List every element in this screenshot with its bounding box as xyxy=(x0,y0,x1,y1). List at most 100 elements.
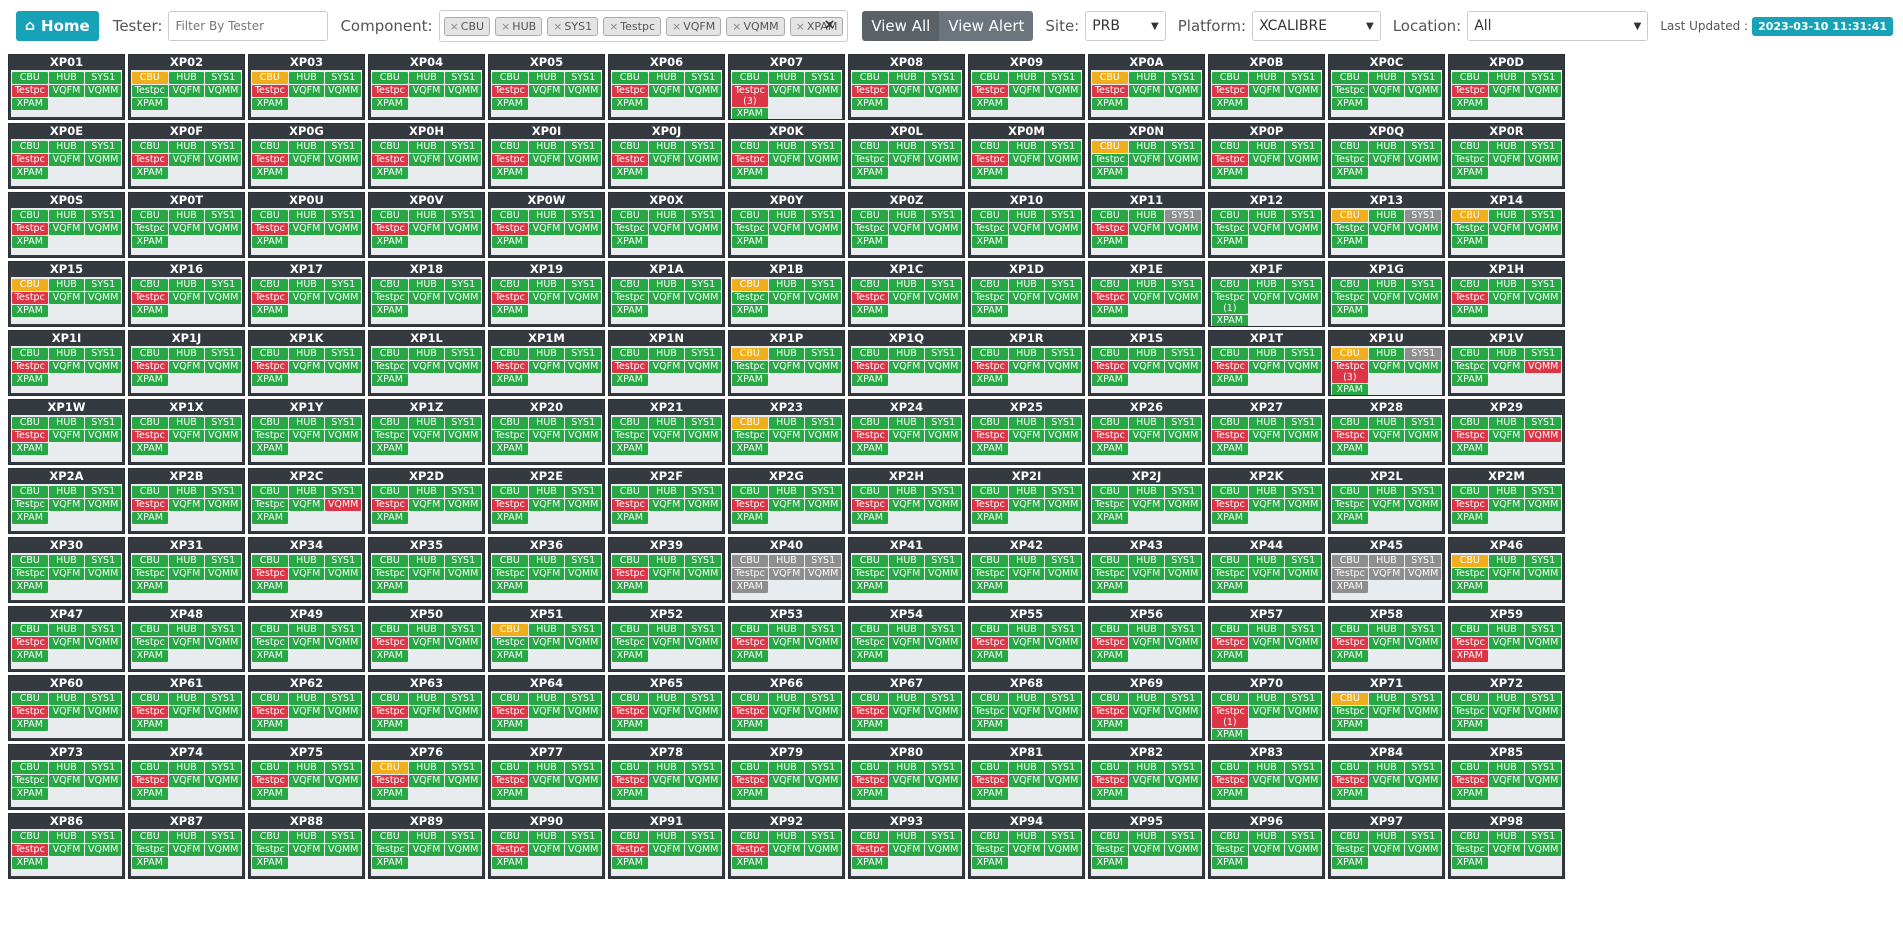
component-chip-vqfm[interactable]: VQFM xyxy=(288,844,325,856)
component-chip-testpc[interactable]: Testpc xyxy=(492,637,528,649)
component-chip-cbu[interactable]: CBU xyxy=(1092,348,1128,360)
component-chip-testpc[interactable]: Testpc xyxy=(972,223,1008,235)
component-chip-vqmm[interactable]: VQMM xyxy=(925,223,961,235)
component-chip-xpam[interactable]: XPAM xyxy=(732,236,768,248)
component-chip-hub[interactable]: HUB xyxy=(1008,72,1045,84)
component-chip-sys1[interactable]: SYS1 xyxy=(925,417,961,429)
component-chip-sys1[interactable]: SYS1 xyxy=(205,486,241,498)
component-chip-hub[interactable]: HUB xyxy=(408,279,445,291)
component-multiselect[interactable]: × CBU × HUB × SYS1 × Testpc × VQFM × VQMM × XPA… xyxy=(438,10,849,42)
component-chip-xpam[interactable]: XPAM xyxy=(732,512,768,524)
tester-card[interactable]: XP18 CBU HUB SYS1 Testpc VQFM VQMM XPAM xyxy=(368,261,485,327)
clear-all-icon[interactable]: × xyxy=(823,17,836,33)
component-chip-cbu[interactable]: CBU xyxy=(12,348,48,360)
component-chip-xpam[interactable]: XPAM xyxy=(852,305,888,317)
component-chip-vqmm[interactable]: VQMM xyxy=(205,292,241,304)
component-chip-hub[interactable]: HUB xyxy=(1128,348,1165,360)
component-chip-vqfm[interactable]: VQFM xyxy=(1248,361,1285,373)
component-chip-testpc[interactable]: Testpc xyxy=(1212,499,1248,511)
view-all-button[interactable]: View All xyxy=(862,11,940,41)
component-chip-vqmm[interactable]: VQMM xyxy=(1045,706,1081,718)
component-chip-testpc[interactable]: Testpc xyxy=(852,568,888,580)
component-chip-cbu[interactable]: CBU xyxy=(132,486,168,498)
component-chip-testpc[interactable]: Testpc xyxy=(732,154,768,166)
component-chip-vqmm[interactable]: VQMM xyxy=(805,85,841,97)
component-chip-vqmm[interactable]: VQMM xyxy=(1165,706,1201,718)
component-chip-xpam[interactable]: XPAM xyxy=(1332,384,1368,395)
component-chip-sys1[interactable]: SYS1 xyxy=(445,693,481,705)
component-chip-hub[interactable]: HUB xyxy=(48,831,85,843)
component-chip-testpc[interactable]: Testpc xyxy=(492,361,528,373)
component-chip-testpc[interactable]: Testpc xyxy=(1452,430,1488,442)
component-chip-sys1[interactable]: SYS1 xyxy=(1285,624,1321,636)
component-chip-hub[interactable]: HUB xyxy=(1128,486,1165,498)
component-chip-xpam[interactable]: XPAM xyxy=(1452,650,1488,662)
component-chip-testpc[interactable]: Testpc (3) xyxy=(1332,361,1368,383)
component-chip-cbu[interactable]: CBU xyxy=(1452,555,1488,567)
component-chip-sys1[interactable]: SYS1 xyxy=(1525,141,1561,153)
component-chip-xpam[interactable]: XPAM xyxy=(1092,581,1128,593)
component-chip-cbu[interactable]: CBU xyxy=(372,831,408,843)
component-chip-xpam[interactable]: XPAM xyxy=(252,305,288,317)
component-chip-vqfm[interactable]: VQFM xyxy=(1008,775,1045,787)
component-chip-vqmm[interactable]: VQMM xyxy=(565,844,601,856)
component-chip-sys1[interactable]: SYS1 xyxy=(85,486,121,498)
component-chip-sys1[interactable]: SYS1 xyxy=(685,693,721,705)
component-chip-vqmm[interactable]: VQMM xyxy=(325,775,361,787)
component-chip-vqmm[interactable]: VQMM xyxy=(325,154,361,166)
component-chip-vqmm[interactable]: VQMM xyxy=(1405,154,1441,166)
component-chip-vqfm[interactable]: VQFM xyxy=(48,706,85,718)
component-chip-testpc[interactable]: Testpc xyxy=(12,292,48,304)
component-chip-vqfm[interactable]: VQFM xyxy=(1368,292,1405,304)
component-chip-sys1[interactable]: SYS1 xyxy=(85,279,121,291)
component-chip-cbu[interactable]: CBU xyxy=(1212,72,1248,84)
tester-card[interactable]: XP2E CBU HUB SYS1 Testpc VQFM VQMM XPAM xyxy=(488,468,605,534)
component-chip-xpam[interactable]: XPAM xyxy=(1452,374,1488,386)
tester-card[interactable]: XP70 CBU HUB SYS1 Testpc (1) VQFM VQMM XPAM xyxy=(1208,675,1325,741)
tester-card[interactable]: XP28 CBU HUB SYS1 Testpc VQFM VQMM XPAM xyxy=(1328,399,1445,465)
component-chip-hub[interactable]: HUB xyxy=(288,279,325,291)
component-chip-sys1[interactable]: SYS1 xyxy=(1525,279,1561,291)
component-chip-xpam[interactable]: XPAM xyxy=(852,236,888,248)
tester-card[interactable]: XP56 CBU HUB SYS1 Testpc VQFM VQMM XPAM xyxy=(1088,606,1205,672)
component-chip-testpc[interactable]: Testpc xyxy=(1092,637,1128,649)
component-chip-vqmm[interactable]: VQMM xyxy=(1045,430,1081,442)
component-chip-testpc[interactable]: Testpc xyxy=(1332,568,1368,580)
tester-card[interactable]: XP1H CBU HUB SYS1 Testpc VQFM VQMM XPAM xyxy=(1448,261,1565,327)
component-chip-hub[interactable]: HUB xyxy=(48,72,85,84)
component-chip-vqfm[interactable]: VQFM xyxy=(1128,292,1165,304)
component-chip-cbu[interactable]: CBU xyxy=(132,210,168,222)
component-chip-hub[interactable]: HUB xyxy=(168,141,205,153)
component-chip-vqmm[interactable]: VQMM xyxy=(205,706,241,718)
component-chip-cbu[interactable]: CBU xyxy=(1332,762,1368,774)
component-chip-vqfm[interactable]: VQFM xyxy=(1248,223,1285,235)
component-chip-cbu[interactable]: CBU xyxy=(492,72,528,84)
tester-card[interactable]: XP79 CBU HUB SYS1 Testpc VQFM VQMM XPAM xyxy=(728,744,845,810)
component-chip-vqmm[interactable]: VQMM xyxy=(1405,706,1441,718)
component-chip-hub[interactable]: HUB xyxy=(1368,693,1405,705)
component-chip-cbu[interactable]: CBU xyxy=(852,693,888,705)
component-chip-cbu[interactable]: CBU xyxy=(372,486,408,498)
component-chip-cbu[interactable]: CBU xyxy=(1332,693,1368,705)
component-chip-xpam[interactable]: XPAM xyxy=(1092,305,1128,317)
component-chip-hub[interactable]: HUB xyxy=(288,72,325,84)
component-chip-vqmm[interactable]: VQMM xyxy=(205,775,241,787)
component-chip-cbu[interactable]: CBU xyxy=(1092,210,1128,222)
component-chip-sys1[interactable]: SYS1 xyxy=(1045,762,1081,774)
component-chip-vqmm[interactable]: VQMM xyxy=(85,706,121,718)
component-chip-hub[interactable]: HUB xyxy=(528,210,565,222)
component-chip-vqfm[interactable]: VQFM xyxy=(48,568,85,580)
component-chip-testpc[interactable]: Testpc xyxy=(612,361,648,373)
component-chip-vqmm[interactable]: VQMM xyxy=(205,361,241,373)
component-chip-vqmm[interactable]: VQMM xyxy=(1165,637,1201,649)
tester-card[interactable]: XP0I CBU HUB SYS1 Testpc VQFM VQMM XPAM xyxy=(488,123,605,189)
component-chip-cbu[interactable]: CBU xyxy=(1332,417,1368,429)
component-tag[interactable]: × XPAM xyxy=(789,16,844,36)
component-chip-cbu[interactable]: CBU xyxy=(1452,486,1488,498)
component-chip-testpc[interactable]: Testpc xyxy=(372,361,408,373)
component-tag[interactable]: × CBU xyxy=(443,16,491,36)
component-chip-vqmm[interactable]: VQMM xyxy=(445,430,481,442)
component-chip-sys1[interactable]: SYS1 xyxy=(685,624,721,636)
component-chip-vqfm[interactable]: VQFM xyxy=(1008,568,1045,580)
tester-card[interactable]: XP1D CBU HUB SYS1 Testpc VQFM VQMM XPAM xyxy=(968,261,1085,327)
